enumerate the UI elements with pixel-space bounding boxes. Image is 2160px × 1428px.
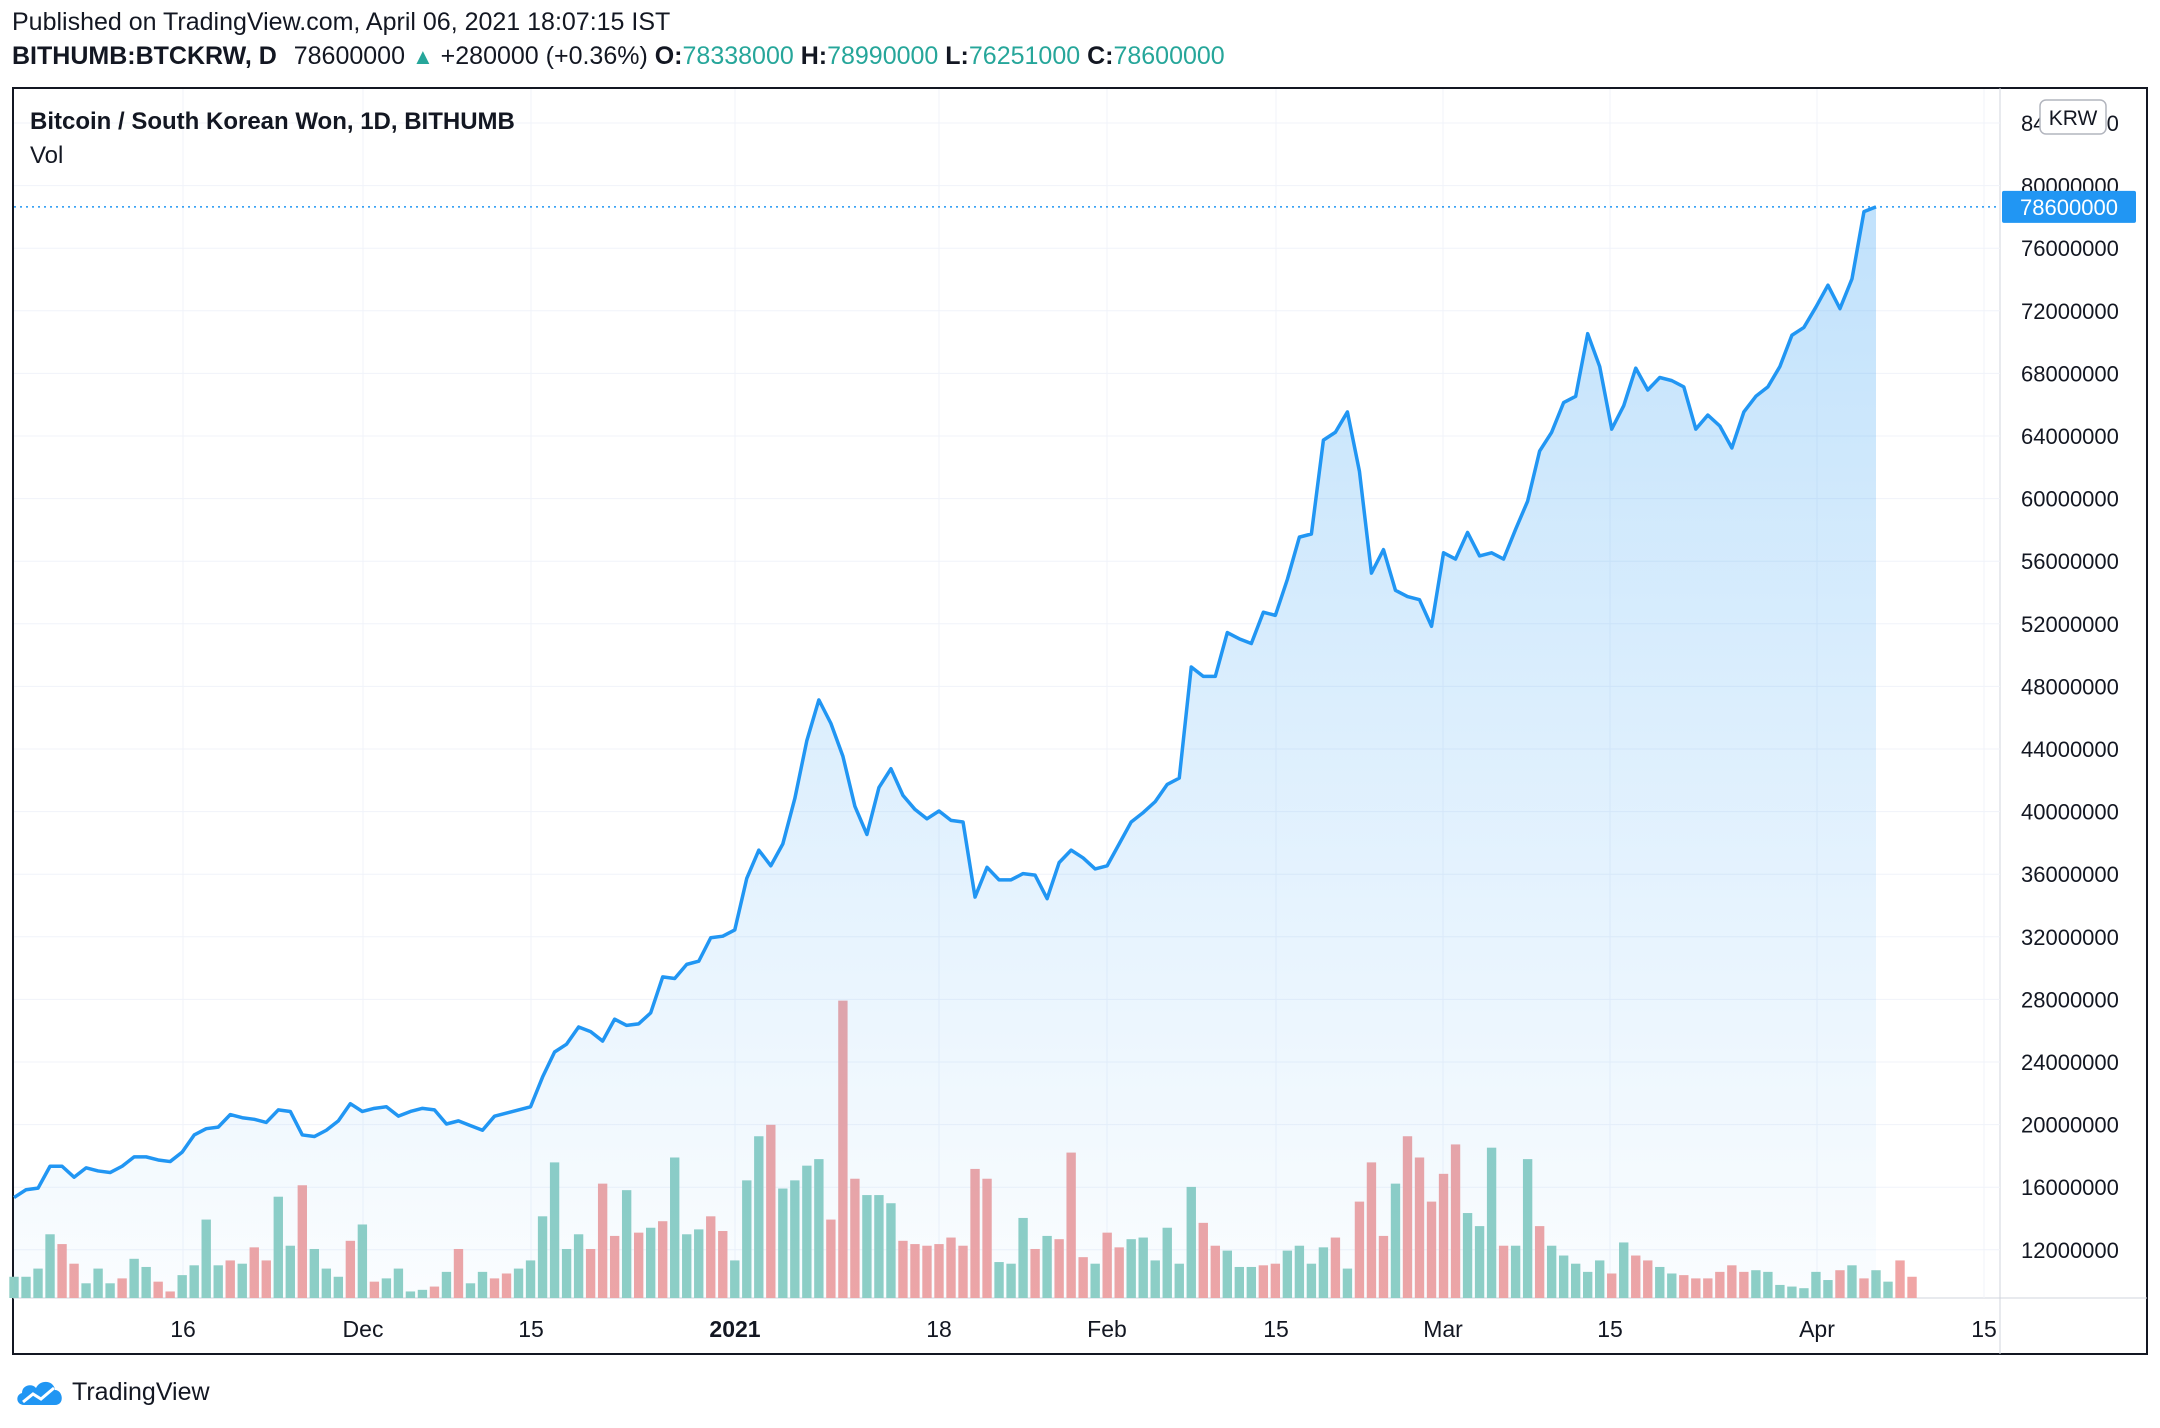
high-value: 78990000	[827, 42, 939, 70]
published-line: Published on TradingView.com, April 06, …	[12, 8, 671, 36]
y-tick-label: 44000000	[2021, 737, 2119, 762]
open-label: O:	[654, 42, 683, 70]
symbol-label: BITHUMB:BTCKRW, D	[12, 42, 277, 70]
time-axis: 16 Dec 15 2021 18 Feb 15 Mar 15 Apr 15	[170, 1316, 1997, 1342]
open-value: 78338000	[682, 42, 794, 70]
x-tick-label: 15	[518, 1316, 544, 1342]
y-tick-label: 76000000	[2021, 236, 2119, 261]
x-tick-label: Apr	[1799, 1316, 1835, 1342]
price-line	[13, 205, 1877, 1200]
last-price: 78600000	[293, 42, 405, 70]
high-label: H:	[800, 42, 828, 70]
y-tick-label: 32000000	[2021, 925, 2119, 950]
x-tick-label: Dec	[343, 1316, 384, 1342]
currency-button[interactable]: KRW	[2039, 99, 2107, 135]
y-tick-label: 48000000	[2021, 674, 2119, 699]
tradingview-brand[interactable]: TradingView	[14, 1375, 210, 1409]
volume-bar-158	[1907, 1276, 1917, 1298]
y-tick-label: 36000000	[2021, 862, 2119, 887]
y-tick-label: 28000000	[2021, 987, 2119, 1012]
legend-title: Bitcoin / South Korean Won, 1D, BITHUMB	[30, 108, 515, 135]
x-tick-label: 15	[1971, 1316, 1997, 1342]
y-tick-label: 52000000	[2021, 612, 2119, 637]
legend-vol: Vol	[30, 142, 63, 169]
x-tick-label: 2021	[709, 1316, 760, 1342]
up-triangle-icon: ▲	[411, 44, 434, 69]
close-value: 78600000	[1113, 42, 1225, 70]
y-tick-label: 12000000	[2021, 1238, 2119, 1263]
x-tick-label: 18	[926, 1316, 952, 1342]
y-tick-label: 64000000	[2021, 424, 2119, 449]
x-tick-label: Feb	[1087, 1316, 1127, 1342]
currency-button-label: KRW	[2049, 107, 2098, 130]
brand-name: TradingView	[72, 1377, 210, 1406]
low-label: L:	[945, 42, 969, 70]
tradingview-cloud-icon	[17, 1381, 62, 1405]
volume-bar-157	[1895, 1260, 1905, 1298]
volume-bar-156	[1883, 1281, 1893, 1298]
close-label: C:	[1087, 42, 1114, 70]
x-tick-label: 16	[170, 1316, 196, 1342]
x-tick-label: 15	[1263, 1316, 1289, 1342]
last-price-tag: 78600000	[2002, 190, 2136, 223]
y-tick-label: 40000000	[2021, 800, 2119, 825]
volume-bar-0	[9, 1276, 19, 1298]
y-tick-label: 60000000	[2021, 487, 2119, 512]
y-tick-label: 16000000	[2021, 1175, 2119, 1200]
chart-frame	[12, 87, 2148, 1355]
y-tick-label: 24000000	[2021, 1050, 2119, 1075]
change-value: +280000 (+0.36%)	[440, 42, 648, 70]
price-area	[14, 206, 1876, 1298]
y-tick-label: 20000000	[2021, 1113, 2119, 1138]
ohlc-line: BITHUMB:BTCKRW, D 78600000 ▲ +280000 (+0…	[12, 42, 1225, 71]
y-tick-label: 56000000	[2021, 549, 2119, 574]
y-tick-label: 68000000	[2021, 361, 2119, 386]
last-price-tag-text: 78600000	[2020, 195, 2118, 220]
low-value: 76251000	[968, 42, 1081, 70]
price-axis: 8400000080000000760000007200000068000000…	[2021, 111, 2119, 1263]
x-tick-label: Mar	[1423, 1316, 1463, 1342]
x-tick-label: 15	[1597, 1316, 1623, 1342]
y-tick-label: 72000000	[2021, 299, 2119, 324]
